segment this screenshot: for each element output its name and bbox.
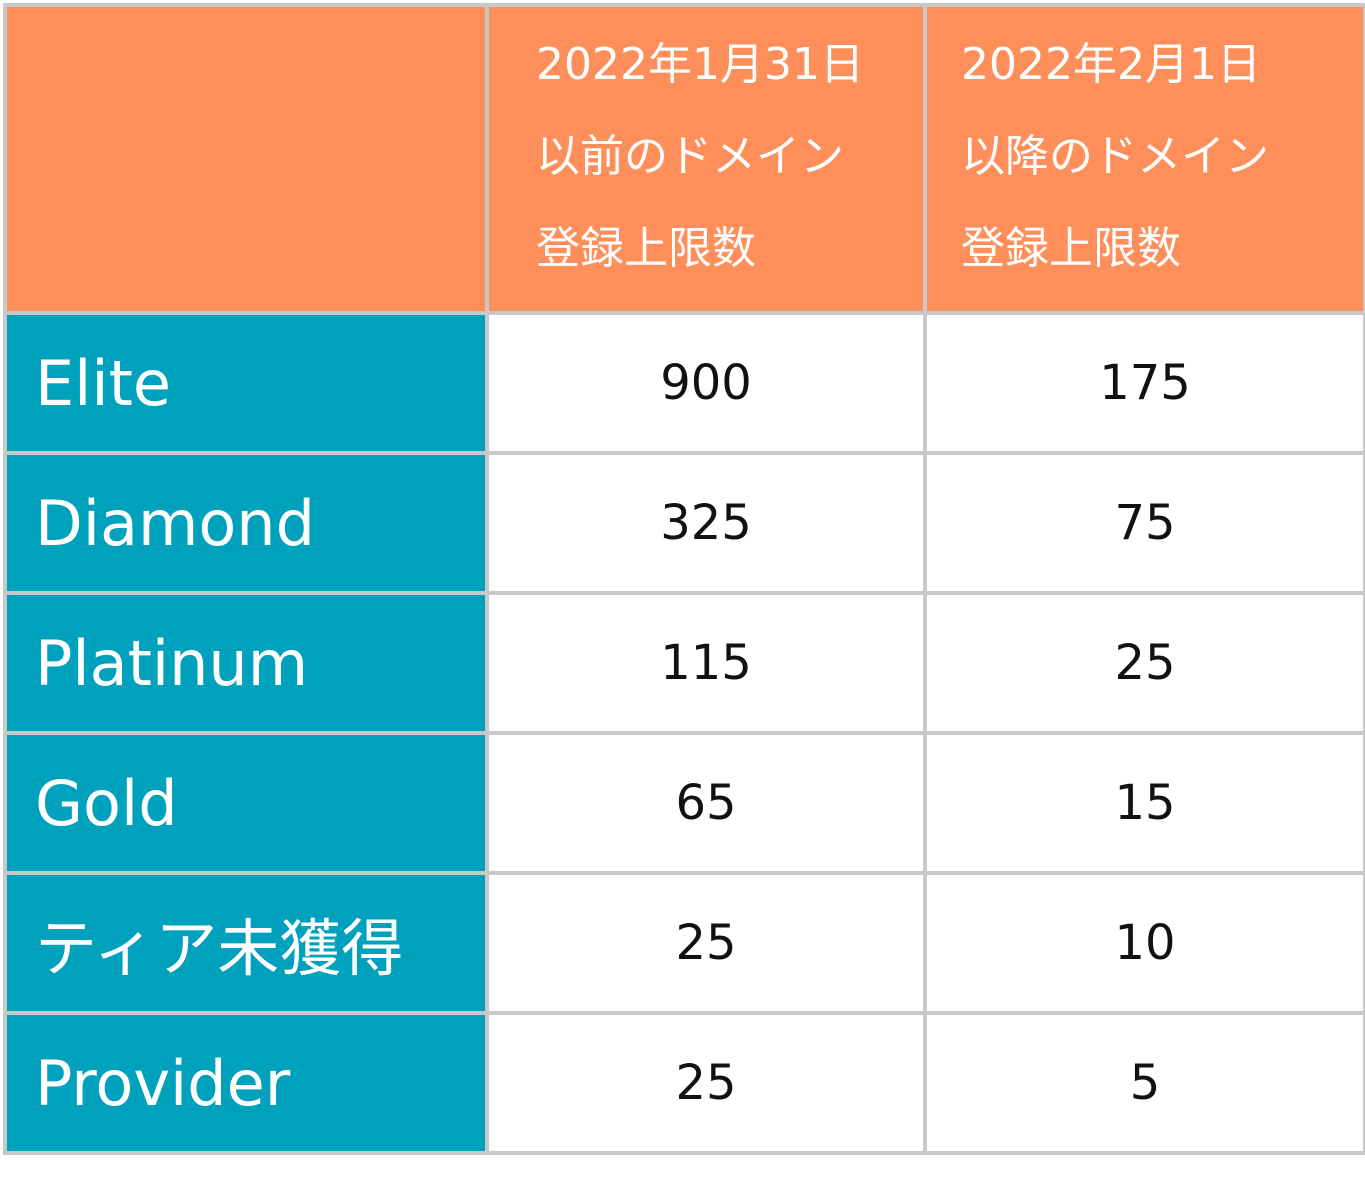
header-row: 2022年1月31日 以前のドメイン 登録上限数 2022年2月1日 以降のドメ… xyxy=(3,3,1365,315)
after-limit-value: 10 xyxy=(923,871,1365,1015)
header-before-label: 2022年1月31日 以前のドメイン 登録上限数 xyxy=(536,39,864,274)
table-row-no-tier: ティア未獲得 25 10 xyxy=(3,871,1365,1015)
tier-label: Elite xyxy=(3,311,489,455)
after-limit-value: 25 xyxy=(923,591,1365,735)
table-row-gold: Gold 65 15 xyxy=(3,731,1365,875)
tier-label: Provider xyxy=(3,1011,489,1155)
after-limit-value: 5 xyxy=(923,1011,1365,1155)
before-limit-value: 115 xyxy=(485,591,927,735)
table-row-diamond: Diamond 325 75 xyxy=(3,451,1365,595)
before-limit-value: 900 xyxy=(485,311,927,455)
header-before-cell: 2022年1月31日 以前のドメイン 登録上限数 xyxy=(485,3,927,315)
after-limit-value: 75 xyxy=(923,451,1365,595)
before-limit-value: 25 xyxy=(485,1011,927,1155)
tier-label: Gold xyxy=(3,731,489,875)
after-limit-value: 15 xyxy=(923,731,1365,875)
before-limit-value: 65 xyxy=(485,731,927,875)
tier-label: Platinum xyxy=(3,591,489,735)
header-corner-cell xyxy=(3,3,489,315)
header-after-cell: 2022年2月1日 以降のドメイン 登録上限数 xyxy=(923,3,1365,315)
table-row-provider: Provider 25 5 xyxy=(3,1011,1365,1155)
tier-label: ティア未獲得 xyxy=(3,871,489,1015)
tier-label: Diamond xyxy=(3,451,489,595)
table-row-platinum: Platinum 115 25 xyxy=(3,591,1365,735)
before-limit-value: 25 xyxy=(485,871,927,1015)
before-limit-value: 325 xyxy=(485,451,927,595)
table-row-elite: Elite 900 175 xyxy=(3,311,1365,455)
after-limit-value: 175 xyxy=(923,311,1365,455)
domain-limit-table: 2022年1月31日 以前のドメイン 登録上限数 2022年2月1日 以降のドメ… xyxy=(3,3,1365,1155)
header-after-label: 2022年2月1日 以降のドメイン 登録上限数 xyxy=(961,39,1269,274)
